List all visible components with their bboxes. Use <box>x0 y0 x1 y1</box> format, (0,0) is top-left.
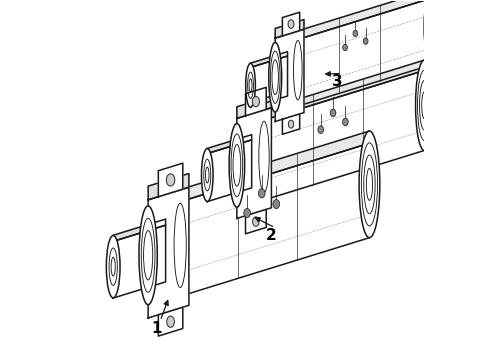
Ellipse shape <box>229 123 244 207</box>
Polygon shape <box>282 114 299 134</box>
Ellipse shape <box>258 121 268 193</box>
Polygon shape <box>165 131 369 206</box>
Polygon shape <box>236 108 271 219</box>
Polygon shape <box>148 174 188 200</box>
Polygon shape <box>236 96 271 118</box>
Ellipse shape <box>363 38 367 44</box>
Polygon shape <box>207 140 251 202</box>
Polygon shape <box>282 12 299 36</box>
Ellipse shape <box>268 42 281 112</box>
Ellipse shape <box>201 149 213 202</box>
Ellipse shape <box>244 208 250 218</box>
Ellipse shape <box>106 235 120 298</box>
Ellipse shape <box>245 63 255 107</box>
Ellipse shape <box>415 60 432 150</box>
Ellipse shape <box>272 199 279 208</box>
Ellipse shape <box>352 30 357 37</box>
Ellipse shape <box>166 174 175 186</box>
Ellipse shape <box>252 96 259 107</box>
Ellipse shape <box>174 203 186 288</box>
Ellipse shape <box>252 217 259 226</box>
Ellipse shape <box>258 189 264 198</box>
Ellipse shape <box>423 0 438 65</box>
Polygon shape <box>158 163 183 197</box>
Polygon shape <box>250 56 287 107</box>
Ellipse shape <box>342 44 347 51</box>
Ellipse shape <box>287 20 293 28</box>
Polygon shape <box>158 307 183 336</box>
Polygon shape <box>251 71 424 204</box>
Text: 3: 3 <box>332 74 343 89</box>
Ellipse shape <box>139 206 157 305</box>
Ellipse shape <box>342 118 347 126</box>
Ellipse shape <box>329 109 335 117</box>
Polygon shape <box>245 87 265 116</box>
Polygon shape <box>113 225 165 298</box>
Polygon shape <box>207 135 251 154</box>
Ellipse shape <box>358 131 379 238</box>
Polygon shape <box>113 219 165 242</box>
Polygon shape <box>287 0 430 109</box>
Polygon shape <box>287 0 430 42</box>
Polygon shape <box>165 143 369 301</box>
Text: 1: 1 <box>151 321 162 336</box>
Polygon shape <box>245 210 265 234</box>
Ellipse shape <box>293 40 302 100</box>
Ellipse shape <box>288 120 293 128</box>
Text: 2: 2 <box>265 228 276 243</box>
Polygon shape <box>250 52 287 67</box>
Polygon shape <box>275 29 304 122</box>
Ellipse shape <box>317 126 323 134</box>
Polygon shape <box>148 187 188 318</box>
Polygon shape <box>251 60 424 124</box>
Polygon shape <box>275 19 304 38</box>
Ellipse shape <box>166 316 174 327</box>
